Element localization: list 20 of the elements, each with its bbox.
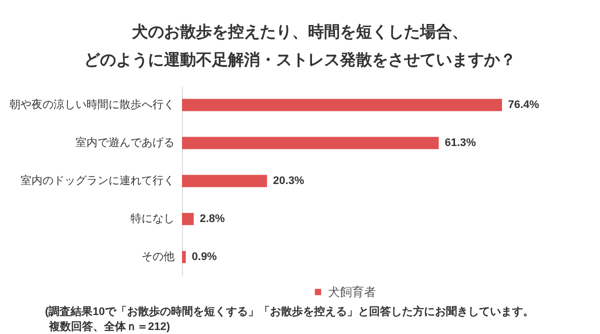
bar (182, 212, 194, 226)
data-label: 0.9% (192, 251, 218, 263)
bar (182, 98, 502, 112)
bar (182, 136, 439, 150)
data-label: 20.3% (273, 175, 304, 187)
data-label: 2.8% (200, 213, 226, 225)
data-label: 61.3% (444, 137, 476, 149)
bar (182, 250, 186, 264)
y-tick-label: その他 (142, 251, 174, 263)
legend-label: 犬飼育者 (328, 285, 376, 299)
y-tick-label: 朝や夜の涼しい時間に散歩へ行く (10, 98, 174, 111)
y-tick-label: 室内のドッグランに連れて行く (20, 174, 174, 187)
data-label: 76.4% (508, 99, 540, 111)
y-tick-label: 室内で遊んであげる (76, 136, 174, 149)
bar (182, 174, 268, 188)
text: (調査結果10で「お散歩の時間を短くする」「お散歩を控える」と回答した方にお聞きしています。 (45, 305, 534, 318)
y-tick-label: 特になし (130, 213, 174, 225)
chart-title: 犬のお散歩を控えたり、時間を短くした場合、 (131, 23, 468, 41)
text: 複数回答、全体ｎ＝212) (48, 320, 170, 333)
chart-subtitle: どのように運動不足解消・ストレス発散をさせていますか？ (84, 51, 516, 69)
